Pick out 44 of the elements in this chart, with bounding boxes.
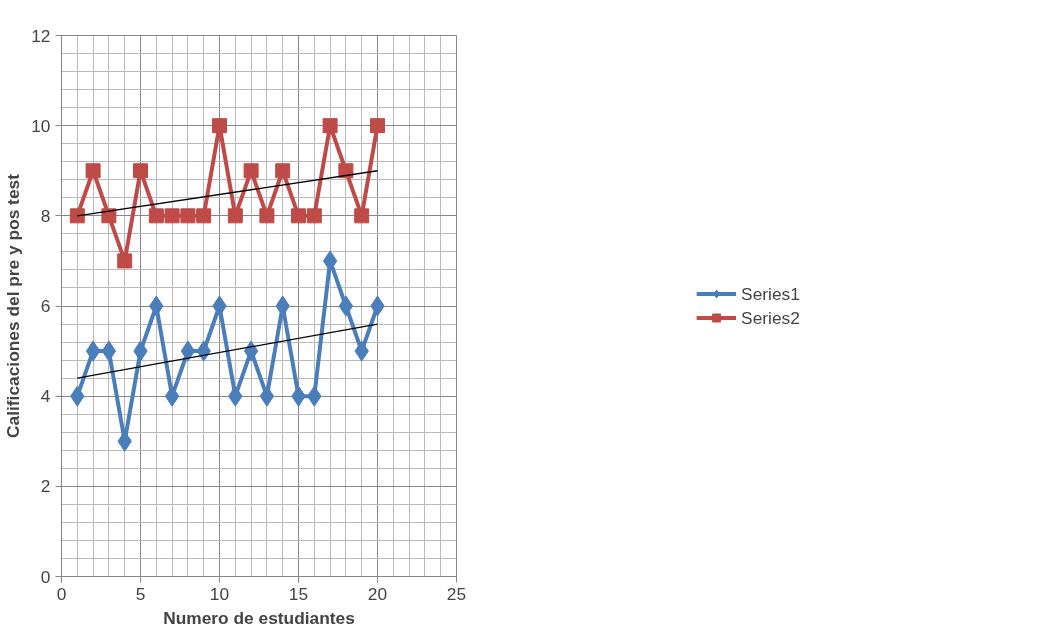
point bbox=[370, 118, 385, 134]
point bbox=[133, 163, 148, 179]
x-tick-label: 25 bbox=[446, 583, 467, 604]
point bbox=[291, 208, 306, 224]
legend-label: Series1 bbox=[741, 283, 800, 304]
point bbox=[164, 208, 180, 224]
x-tick-label: 10 bbox=[209, 583, 230, 604]
point bbox=[85, 340, 101, 362]
point bbox=[148, 208, 164, 224]
point bbox=[259, 385, 275, 407]
y-tick-label: 10 bbox=[31, 115, 51, 136]
y-tick-label: 8 bbox=[40, 205, 51, 226]
point bbox=[196, 208, 212, 224]
y-tick-label: 4 bbox=[40, 386, 51, 407]
point bbox=[227, 208, 243, 224]
point bbox=[306, 208, 322, 224]
x-tick-label: 0 bbox=[56, 583, 67, 604]
y-tick-label: 2 bbox=[40, 476, 51, 497]
point bbox=[164, 385, 180, 407]
point bbox=[354, 208, 370, 224]
point bbox=[338, 295, 354, 317]
point bbox=[259, 208, 275, 224]
y-tick-label: 6 bbox=[40, 296, 51, 316]
point bbox=[101, 340, 117, 362]
legend-label: Series2 bbox=[741, 307, 800, 328]
point bbox=[69, 208, 85, 224]
point bbox=[243, 340, 259, 362]
x-tick-label: 15 bbox=[288, 583, 309, 604]
y-tick-label: 12 bbox=[31, 25, 51, 46]
point bbox=[243, 163, 259, 179]
point bbox=[275, 163, 291, 179]
point bbox=[180, 208, 196, 224]
point bbox=[322, 118, 338, 134]
y-tick-label: 0 bbox=[40, 566, 51, 587]
y-axis-title: Calificaciones del pre y pos test bbox=[3, 173, 24, 438]
point bbox=[212, 118, 227, 134]
point bbox=[117, 253, 133, 269]
x-axis-title: Numero de estudiantes bbox=[163, 607, 355, 628]
point bbox=[101, 208, 117, 224]
point bbox=[338, 163, 354, 179]
point bbox=[180, 340, 196, 362]
x-tick-label: 5 bbox=[135, 583, 146, 604]
point bbox=[85, 163, 101, 179]
x-tick-label: 20 bbox=[367, 583, 388, 604]
